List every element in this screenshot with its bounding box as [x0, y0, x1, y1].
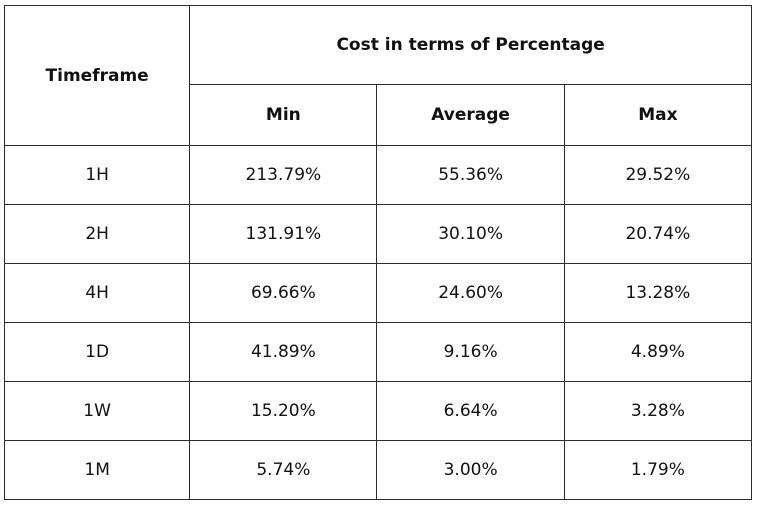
max-cell: 4.89% [563, 322, 753, 382]
cost-group-header: Cost in terms of Percentage [189, 5, 752, 85]
table-row: 1H 213.79% 55.36% 29.52% [3, 145, 753, 205]
min-cell: 5.74% [189, 440, 378, 500]
timeframe-cell: 4H [3, 263, 191, 323]
max-cell: 13.28% [563, 263, 753, 323]
max-cell: 29.52% [563, 145, 753, 205]
max-header: Max [563, 84, 753, 146]
table-row: 1D 41.89% 9.16% 4.89% [3, 322, 753, 382]
header-row-top: Timeframe Cost in terms of Percentage [3, 5, 752, 146]
min-cell: 69.66% [189, 263, 378, 323]
max-cell: 3.28% [563, 381, 753, 441]
average-header: Average [376, 84, 565, 146]
header-row-sub: Min Average Max [5, 84, 753, 146]
min-cell: 41.89% [189, 322, 378, 382]
min-cell: 15.20% [189, 381, 378, 441]
table-row: 1M 5.74% 3.00% 1.79% [3, 440, 753, 500]
average-cell: 3.00% [376, 440, 565, 500]
average-cell: 24.60% [376, 263, 565, 323]
average-cell: 6.64% [376, 381, 565, 441]
cost-table-container: Timeframe Cost in terms of Percentage Mi… [3, 5, 753, 500]
average-cell: 30.10% [376, 204, 565, 264]
timeframe-cell: 1D [3, 322, 191, 382]
cost-table: Timeframe Cost in terms of Percentage Mi… [3, 5, 753, 500]
table-row: 2H 131.91% 30.10% 20.74% [3, 204, 753, 264]
min-cell: 213.79% [189, 145, 378, 205]
average-cell: 9.16% [376, 322, 565, 382]
average-cell: 55.36% [376, 145, 565, 205]
min-cell: 131.91% [189, 204, 378, 264]
table-row: 4H 69.66% 24.60% 13.28% [3, 263, 753, 323]
max-cell: 20.74% [563, 204, 753, 264]
timeframe-cell: 2H [3, 204, 191, 264]
timeframe-cell: 1W [3, 381, 191, 441]
max-cell: 1.79% [563, 440, 753, 500]
timeframe-header: Timeframe [3, 5, 191, 146]
min-header: Min [189, 84, 378, 146]
timeframe-cell: 1H [3, 145, 191, 205]
timeframe-cell: 1M [3, 440, 191, 500]
table-row: 1W 15.20% 6.64% 3.28% [3, 381, 753, 441]
